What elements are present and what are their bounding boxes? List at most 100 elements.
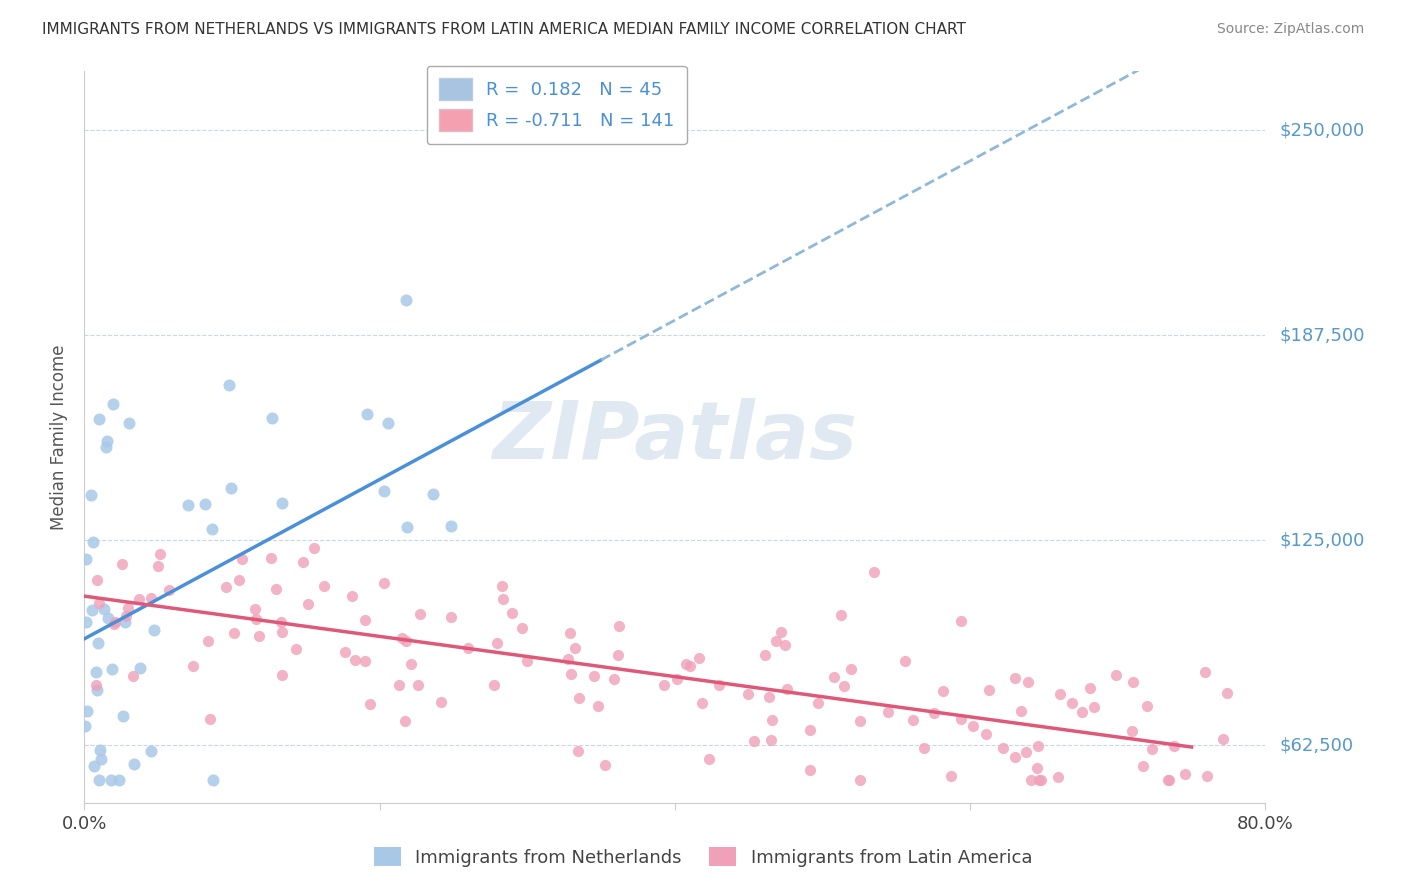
Text: $187,500: $187,500 bbox=[1279, 326, 1365, 344]
Point bbox=[197, 634, 219, 648]
Point bbox=[157, 583, 180, 598]
Point bbox=[652, 678, 675, 692]
Point bbox=[202, 772, 225, 787]
Point bbox=[429, 695, 451, 709]
Point bbox=[863, 566, 886, 580]
Point bbox=[228, 573, 250, 587]
Point bbox=[141, 744, 163, 758]
Point bbox=[560, 666, 582, 681]
Point bbox=[97, 611, 120, 625]
Point bbox=[270, 496, 292, 510]
Point bbox=[89, 596, 111, 610]
Text: IMMIGRANTS FROM NETHERLANDS VS IMMIGRANTS FROM LATIN AMERICA MEDIAN FAMILY INCOM: IMMIGRANTS FROM NETHERLANDS VS IMMIGRANT… bbox=[42, 22, 966, 37]
Point bbox=[501, 606, 523, 620]
Point bbox=[395, 633, 418, 648]
Point bbox=[340, 590, 363, 604]
Point bbox=[218, 378, 240, 392]
Point bbox=[799, 723, 821, 737]
Point bbox=[974, 726, 997, 740]
Point bbox=[775, 638, 797, 652]
Point bbox=[1122, 675, 1144, 690]
Point bbox=[1163, 739, 1185, 753]
Point bbox=[950, 712, 973, 726]
Point bbox=[406, 678, 429, 692]
Text: $62,500: $62,500 bbox=[1279, 737, 1354, 755]
Point bbox=[761, 733, 783, 747]
Point bbox=[1028, 772, 1050, 787]
Point bbox=[215, 580, 238, 594]
Point bbox=[391, 631, 413, 645]
Point bbox=[128, 661, 150, 675]
Point bbox=[181, 659, 204, 673]
Point bbox=[75, 615, 97, 629]
Point bbox=[823, 670, 845, 684]
Point bbox=[87, 412, 110, 426]
Point bbox=[903, 713, 925, 727]
Point bbox=[679, 658, 702, 673]
Point bbox=[1174, 766, 1197, 780]
Point bbox=[302, 541, 325, 555]
Point bbox=[149, 547, 172, 561]
Point bbox=[84, 678, 107, 692]
Point bbox=[76, 552, 98, 566]
Point bbox=[776, 682, 799, 697]
Point bbox=[373, 483, 395, 498]
Point bbox=[353, 654, 375, 668]
Point bbox=[146, 558, 169, 573]
Point bbox=[688, 651, 710, 665]
Point bbox=[1212, 732, 1234, 747]
Text: Source: ZipAtlas.com: Source: ZipAtlas.com bbox=[1216, 22, 1364, 37]
Point bbox=[243, 602, 266, 616]
Point bbox=[100, 772, 122, 787]
Point bbox=[394, 714, 416, 728]
Point bbox=[314, 579, 336, 593]
Point bbox=[266, 582, 288, 597]
Text: ZIPatlas: ZIPatlas bbox=[492, 398, 858, 476]
Point bbox=[848, 714, 870, 728]
Point bbox=[758, 690, 780, 705]
Point bbox=[333, 645, 356, 659]
Point bbox=[359, 697, 381, 711]
Legend: R =  0.182   N = 45, R = -0.711   N = 141: R = 0.182 N = 45, R = -0.711 N = 141 bbox=[426, 66, 688, 145]
Point bbox=[1028, 739, 1050, 753]
Point bbox=[1019, 772, 1042, 787]
Point bbox=[90, 752, 112, 766]
Point bbox=[1197, 769, 1219, 783]
Point bbox=[1047, 770, 1070, 784]
Y-axis label: Median Family Income: Median Family Income bbox=[51, 344, 69, 530]
Point bbox=[284, 641, 307, 656]
Point bbox=[949, 614, 972, 628]
Point bbox=[356, 407, 378, 421]
Point bbox=[912, 740, 935, 755]
Point bbox=[876, 705, 898, 719]
Point bbox=[115, 608, 138, 623]
Point bbox=[991, 740, 1014, 755]
Point bbox=[1010, 704, 1032, 718]
Point bbox=[567, 744, 589, 758]
Point bbox=[343, 653, 366, 667]
Point bbox=[139, 591, 162, 606]
Point bbox=[422, 487, 444, 501]
Point bbox=[486, 636, 509, 650]
Point bbox=[564, 640, 586, 655]
Point bbox=[1121, 723, 1143, 738]
Point bbox=[143, 624, 166, 638]
Point bbox=[83, 759, 105, 773]
Point bbox=[595, 757, 617, 772]
Point bbox=[807, 696, 830, 710]
Point bbox=[103, 397, 125, 411]
Point bbox=[86, 636, 108, 650]
Point bbox=[82, 603, 104, 617]
Point bbox=[567, 690, 589, 705]
Point bbox=[117, 601, 139, 615]
Point bbox=[89, 743, 111, 757]
Point bbox=[492, 592, 515, 607]
Point bbox=[198, 712, 221, 726]
Point bbox=[557, 652, 579, 666]
Point bbox=[1071, 705, 1094, 719]
Point bbox=[104, 615, 127, 629]
Point bbox=[245, 612, 267, 626]
Point bbox=[247, 629, 270, 643]
Point bbox=[373, 576, 395, 591]
Point bbox=[761, 713, 783, 727]
